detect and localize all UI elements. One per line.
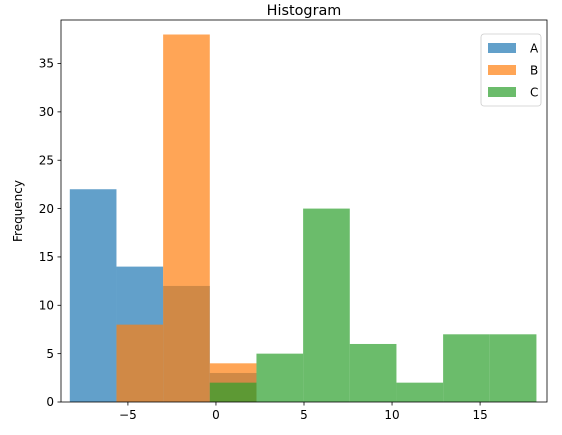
bar-a-bin-0 [69,189,117,402]
bar-b-bin-2 [163,34,210,403]
legend-label-a: A [530,42,539,56]
bar-b-bin-1 [116,324,164,402]
bar-c-bin-6 [349,343,397,402]
x-tick-label-2: 5 [300,408,308,422]
legend-swatch-c [488,87,516,97]
y-tick-label-5: 25 [39,153,54,167]
legend: ABC [480,33,542,107]
y-tick-label-1: 5 [46,347,54,361]
x-tick-label-0: −5 [119,408,137,422]
y-tick-label-0: 0 [46,395,54,409]
x-tick-label-3: 10 [384,408,399,422]
legend-swatch-a [488,43,516,53]
y-axis-label: Frequency [11,180,25,242]
legend-label-b: B [530,64,538,78]
y-tick-label-2: 10 [39,298,54,312]
y-tick-label-3: 15 [39,250,54,264]
bar-c-bin-9 [489,334,537,402]
chart-title: Histogram [267,3,342,19]
bar-c-bin-5 [303,208,350,402]
y-axis: 0 5 10 15 20 25 30 35 [39,57,61,409]
y-tick-label-7: 35 [39,57,54,71]
bars-layer [69,34,537,403]
bar-c-bin-8 [443,334,490,402]
x-tick-label-1: 0 [212,408,220,422]
legend-swatch-b [488,65,516,75]
legend-label-c: C [530,86,538,100]
bar-c-bin-7 [396,382,444,402]
y-tick-label-4: 20 [39,202,54,216]
y-tick-label-6: 30 [39,105,54,119]
x-axis: −5 0 5 10 15 [119,402,488,422]
bar-c-bin-4 [256,353,304,402]
bar-c-bin-3 [209,382,257,402]
x-tick-label-4: 15 [472,408,487,422]
